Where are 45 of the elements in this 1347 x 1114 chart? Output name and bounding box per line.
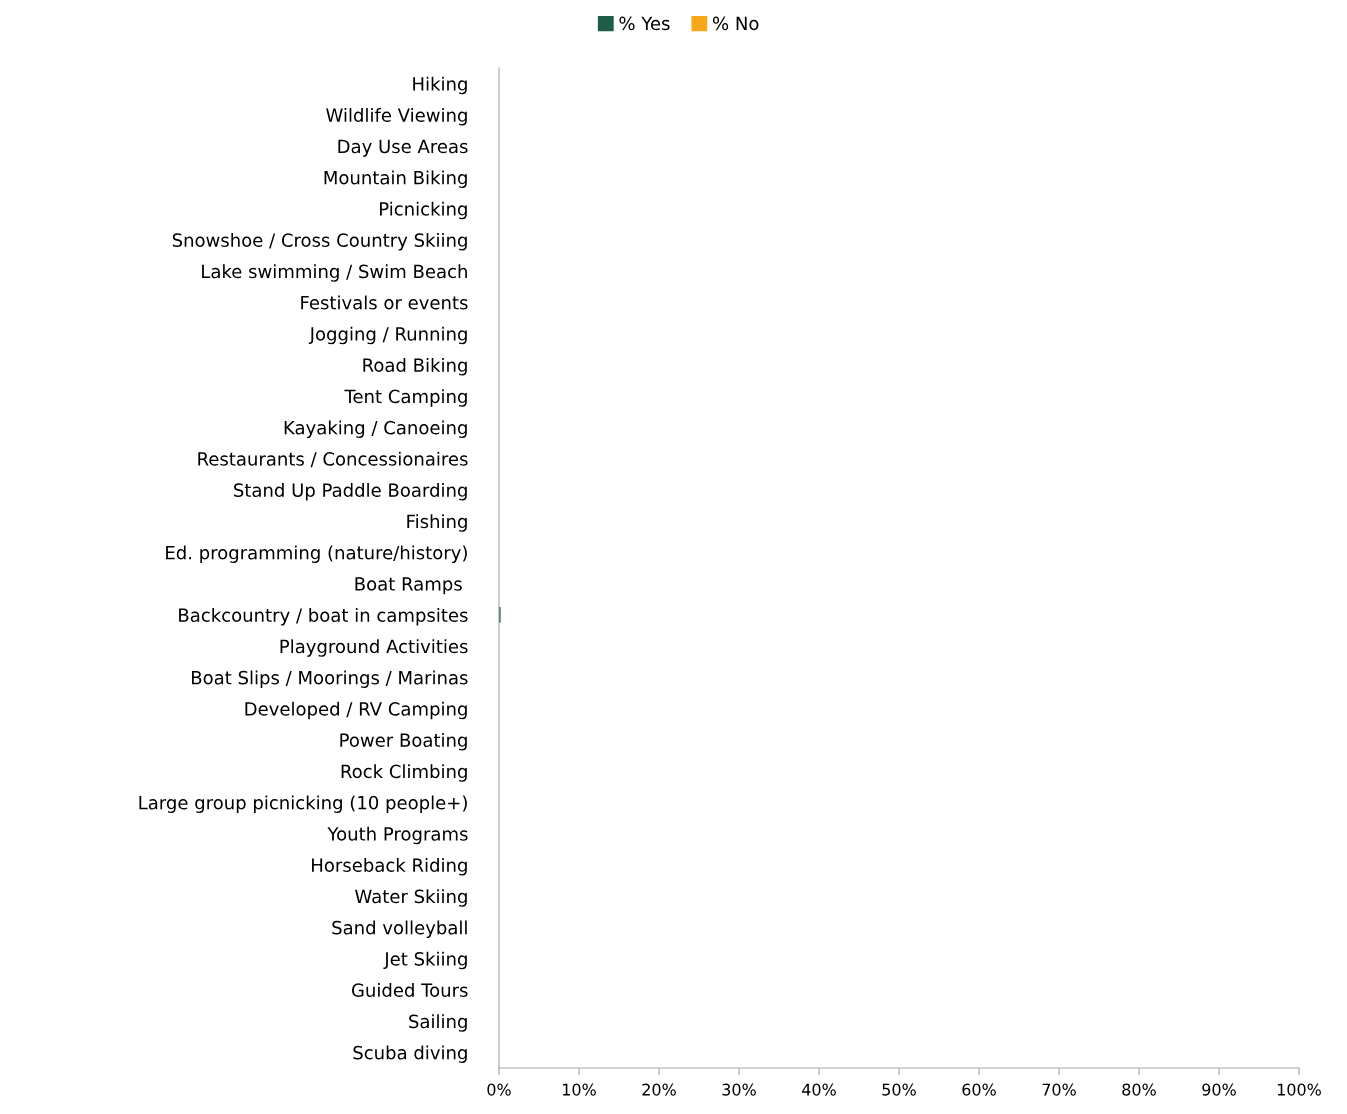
- y-tick-label: Rock Climbing: [341, 764, 467, 782]
- y-tick-label: Water Skiing: [355, 889, 467, 907]
- legend-label: % No: [712, 16, 759, 31]
- x-tick-label: 30%: [722, 1083, 756, 1096]
- y-tick-label: Snowshoe / Cross Country Skiing: [172, 233, 467, 251]
- x-tick-label: 70%: [1042, 1083, 1076, 1096]
- x-tick-label: 90%: [1202, 1083, 1236, 1096]
- y-tick-label: Power Boating: [340, 733, 467, 751]
- y-tick-label: Playground Activities: [280, 639, 468, 657]
- y-tick-label: Kayaking / Canoeing: [284, 420, 467, 438]
- y-tick-label: Restaurants / Concessionaires: [198, 451, 468, 468]
- y-tick-label: Picnicking: [380, 201, 467, 220]
- y-tick-label: Scuba diving: [353, 1045, 467, 1063]
- y-tick-label: Jet Skiing: [383, 951, 467, 970]
- y-tick-label: Backcountry / boat in campsites: [179, 608, 468, 626]
- x-tick-label: 50%: [882, 1083, 916, 1096]
- y-tick-label: Road Biking: [363, 358, 467, 376]
- y-tick-label: Hiking: [413, 76, 467, 95]
- x-tick-label: 10%: [563, 1083, 596, 1096]
- y-tick-label: Youth Programs: [327, 826, 468, 845]
- y-tick-label: Sailing: [409, 1014, 467, 1032]
- y-tick-label: Fishing: [407, 514, 467, 532]
- legend-label: % Yes: [619, 16, 670, 31]
- x-tick-label: 20%: [642, 1083, 676, 1096]
- x-tick-label: 100%: [1277, 1083, 1321, 1096]
- y-tick-label: Large group picnicking (10 people+): [139, 795, 467, 813]
- y-tick-label: Festivals or events: [301, 295, 468, 310]
- y-tick-label: Horseback Riding: [312, 858, 467, 876]
- y-tick-label: Sand volleyball: [332, 920, 467, 938]
- y-tick-label: Guided Tours: [351, 983, 468, 997]
- y-tick-label: Jogging / Running: [308, 326, 467, 345]
- y-tick-label: Lake swimming / Swim Beach: [202, 264, 467, 282]
- y-tick-label: Wildlife Viewing: [326, 108, 467, 126]
- x-tick-label: 0%: [487, 1083, 511, 1096]
- y-tick-label: Boat Slips / Moorings / Marinas: [192, 670, 468, 688]
- y-tick-label: Ed. programming (nature/history): [166, 545, 467, 563]
- y-tick-label: Stand Up Paddle Boarding: [234, 483, 467, 501]
- y-tick-label: Developed / RV Camping: [245, 701, 467, 720]
- y-tick-label: Boat Ramps: [355, 577, 462, 595]
- y-tick-label: Mountain Biking: [324, 170, 467, 188]
- x-tick-label: 60%: [962, 1083, 996, 1096]
- x-tick-label: 40%: [802, 1083, 836, 1096]
- y-tick-label: Tent Camping: [344, 389, 467, 407]
- y-tick-label: Day Use Areas: [338, 139, 468, 157]
- x-tick-label: 80%: [1122, 1083, 1156, 1096]
